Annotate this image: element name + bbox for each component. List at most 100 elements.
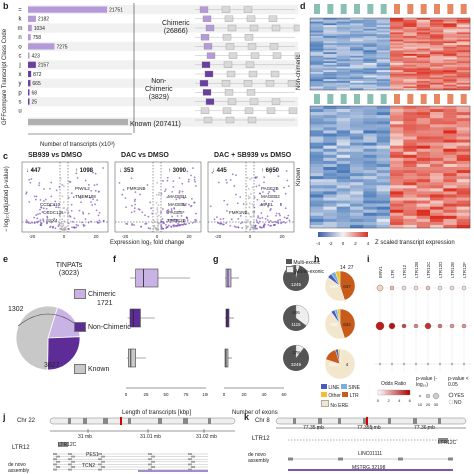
box (225, 308, 230, 328)
heat-cell (456, 64, 471, 67)
heat-cell (376, 188, 391, 192)
heat-cell (430, 30, 444, 33)
exon-box (272, 52, 282, 59)
volcano-point (46, 211, 49, 214)
heat-cell (430, 200, 444, 204)
exon-box (224, 89, 234, 96)
volcano-point (75, 172, 78, 175)
heat-cell (323, 215, 337, 220)
heat-cell (403, 36, 417, 38)
heat-cell (390, 34, 404, 37)
dot (426, 362, 430, 366)
volcano-point (178, 221, 180, 223)
heat-cell (376, 176, 391, 180)
heat-cell (323, 185, 337, 189)
assembly-exon (53, 458, 57, 461)
heat-cell (336, 145, 351, 149)
assembly-exon (56, 460, 60, 463)
heat-cell (350, 221, 364, 226)
heat-cell (430, 86, 444, 89)
volcano-point (275, 212, 278, 215)
heat-cell (443, 48, 457, 51)
volcano-point (70, 209, 73, 212)
heat-cell (443, 109, 457, 113)
col-LTR12B: LTR12B (414, 262, 419, 278)
heat-cell (363, 66, 377, 69)
heat-cell (430, 48, 444, 51)
heat-cell (456, 54, 471, 56)
heat-cell (376, 81, 391, 83)
heat-cell (430, 124, 444, 128)
heat-cell (323, 59, 337, 62)
heat-cell (323, 34, 337, 37)
heat-cell (376, 221, 391, 226)
volcano-point (154, 221, 156, 224)
heat-cell (350, 84, 364, 87)
row-band (28, 5, 298, 15)
heat-cell (403, 167, 417, 171)
panel-f-boxplots: 0255075100 (125, 268, 208, 397)
heat-cell (416, 23, 431, 26)
exon-box (203, 116, 213, 124)
heat-cell (363, 21, 377, 24)
heat-cell (323, 218, 337, 223)
heat-cell (350, 130, 364, 134)
count-y: 665 (32, 81, 41, 87)
heat-cell (456, 48, 471, 51)
volcano-point (235, 174, 237, 177)
volcano-point (96, 199, 99, 202)
heat-cell (416, 28, 431, 31)
heat-cell (390, 209, 404, 213)
heat-cell (336, 124, 351, 128)
heat-cell (376, 148, 391, 152)
heat-cell (430, 66, 444, 69)
heat-cell (363, 148, 377, 152)
heat-cell (390, 70, 404, 73)
heat-cell (376, 66, 391, 69)
heat-cell (443, 218, 457, 223)
ere-slice (336, 308, 341, 325)
heat-cell (443, 182, 457, 186)
heat-cell (376, 30, 391, 33)
ere-pie-a-2: 3264 (329, 362, 340, 367)
volcano-point (256, 176, 258, 179)
heat-cell (416, 139, 431, 143)
heat-cell (456, 203, 471, 207)
heat-cell (350, 106, 364, 110)
heat-cell (363, 218, 377, 223)
heat-cell (430, 145, 444, 149)
heat-cell (403, 188, 417, 192)
ideogram-locus (120, 417, 122, 425)
heat-cell (443, 157, 457, 162)
heat-cell (390, 18, 404, 20)
heat-cell (403, 39, 417, 42)
ere-pie-a-0: 599 (330, 284, 338, 289)
volcano-point (191, 167, 194, 169)
heat-cell (350, 36, 364, 38)
heat-cell (310, 32, 324, 35)
heat-cell (430, 224, 444, 229)
volcano-point (49, 187, 51, 190)
heat-cell (390, 191, 404, 195)
heat-cell (350, 55, 364, 58)
ere-slice (324, 311, 345, 340)
heat-cell (350, 133, 364, 137)
heat-cell (363, 34, 377, 37)
heat-cell (443, 160, 457, 165)
heat-cell (430, 81, 444, 83)
heat-cell (416, 21, 431, 24)
heat-cell (323, 23, 337, 26)
heat-cell (363, 37, 377, 40)
heat-cell (443, 55, 457, 58)
heat-cell (416, 30, 431, 33)
heat-cell (376, 145, 391, 149)
volcano-point (245, 221, 248, 223)
heat-cell (350, 19, 364, 22)
heat-cell (363, 194, 377, 198)
heat-cell (376, 139, 391, 143)
heat-cell (336, 203, 351, 207)
volcano-point (155, 228, 158, 231)
heat-cell (350, 115, 364, 119)
volcano-point (40, 222, 42, 224)
assembly-exon (101, 460, 105, 463)
